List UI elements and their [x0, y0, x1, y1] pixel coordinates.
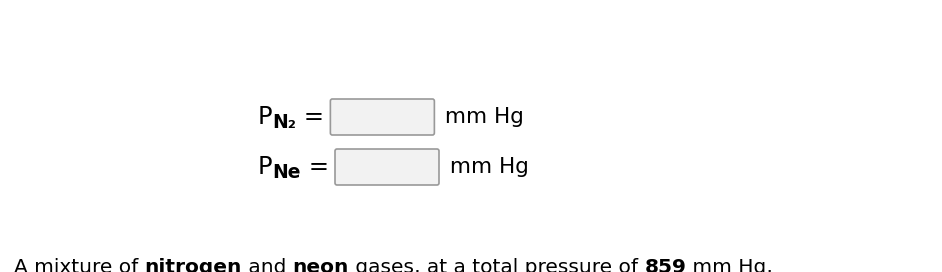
Text: N₂: N₂ — [272, 113, 297, 132]
Text: A mixture of: A mixture of — [14, 258, 145, 272]
Text: and: and — [242, 258, 293, 272]
Text: =: = — [297, 105, 333, 129]
Text: P: P — [258, 155, 272, 179]
Text: neon: neon — [293, 258, 349, 272]
Text: =: = — [301, 155, 337, 179]
Text: 859: 859 — [644, 258, 687, 272]
Text: P: P — [258, 105, 272, 129]
FancyBboxPatch shape — [331, 99, 434, 135]
Text: mm Hg: mm Hg — [438, 107, 525, 127]
FancyBboxPatch shape — [335, 149, 439, 185]
Text: nitrogen: nitrogen — [145, 258, 242, 272]
Text: mm Hg,: mm Hg, — [687, 258, 773, 272]
Text: mm Hg: mm Hg — [443, 157, 528, 177]
Text: Ne: Ne — [272, 163, 301, 182]
Text: gases, at a total pressure of: gases, at a total pressure of — [349, 258, 644, 272]
